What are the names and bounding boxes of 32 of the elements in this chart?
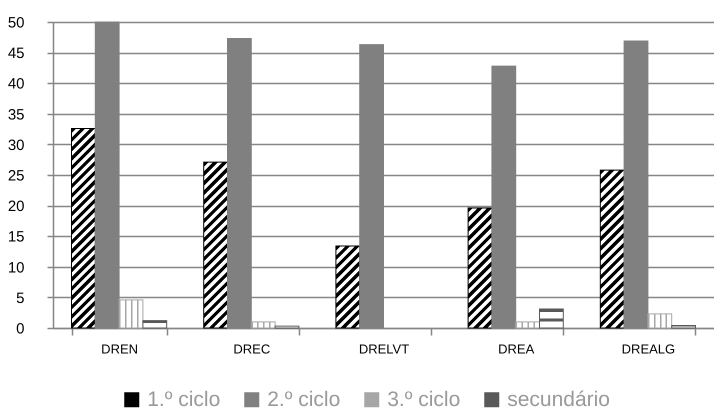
legend-label: secundário [507,388,610,411]
x-tick-label: DREC [233,342,270,356]
bar [647,313,672,328]
y-tick-label: 40 [8,76,24,93]
y-tick-label: 45 [8,45,24,62]
bar [203,162,228,328]
x-tick-label: DRELVT [358,342,410,356]
y-tick-label: 5 [16,290,24,307]
bar [468,208,492,328]
bar [671,325,696,328]
bar [250,321,276,328]
bar [118,299,144,328]
x-tick-label: DREA [498,342,535,356]
y-tick-label: 25 [8,168,24,184]
bar [600,170,625,328]
x-tick-label: DREALG [622,342,676,356]
legend-label: 2.º ciclo [267,388,340,411]
y-tick-label: 0 [16,320,24,338]
legend-label: 1.º ciclo [147,388,220,411]
y-tick-label: 20 [8,198,24,216]
bar [538,308,564,328]
bar [515,321,540,328]
legend-label: 3.º ciclo [387,388,460,411]
y-tick-label: 50 [8,14,24,32]
y-tick-label: 35 [8,106,24,124]
x-tick-label: DREN [101,342,138,356]
bar [142,320,168,328]
y-tick-label: 10 [8,259,24,276]
bar [71,128,96,328]
y-tick-label: 30 [8,136,24,154]
y-tick-label: 15 [8,228,24,246]
bar [335,245,360,328]
